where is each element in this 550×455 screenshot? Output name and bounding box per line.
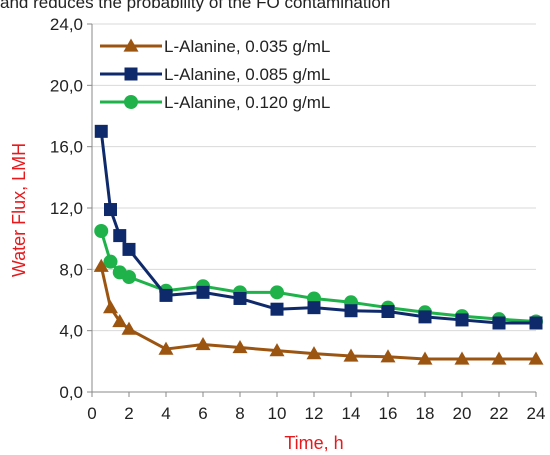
data-point-marker (112, 313, 128, 328)
x-tick-label: 20 (453, 404, 472, 423)
data-point-marker (344, 304, 358, 318)
data-point-marker (307, 301, 321, 315)
x-tick-label: 0 (87, 404, 96, 423)
legend-marker (124, 67, 138, 81)
data-point-marker (122, 270, 136, 284)
y-tick-label: 16,0 (50, 138, 83, 157)
data-point-marker (93, 258, 109, 272)
data-point-marker (491, 351, 507, 365)
y-tick-label: 4,0 (59, 322, 83, 341)
y-tick-label: 20,0 (50, 76, 83, 95)
x-tick-label: 16 (379, 404, 398, 423)
legend-label: L-Alanine, 0.085 g/mL (164, 65, 330, 84)
x-tick-label: 6 (198, 404, 207, 423)
y-tick-label: 8,0 (59, 260, 83, 279)
data-point-marker (122, 242, 136, 256)
y-tick-label: 0,0 (59, 383, 83, 402)
legend-marker (123, 38, 139, 52)
data-point-marker (417, 351, 433, 365)
x-tick-label: 18 (416, 404, 435, 423)
data-point-marker (159, 288, 173, 302)
legend-marker (124, 95, 138, 109)
legend-label: L-Alanine, 0.035 g/mL (164, 37, 330, 56)
y-tick-label: 24,0 (50, 15, 83, 34)
data-point-marker (104, 203, 117, 217)
series-circle (94, 224, 543, 329)
data-point-marker (233, 291, 247, 305)
data-point-marker (306, 346, 322, 360)
data-point-marker (380, 349, 396, 363)
x-tick-label: 10 (268, 404, 287, 423)
legend-item: L-Alanine, 0.085 g/mL (100, 65, 330, 84)
data-point-marker (454, 351, 470, 365)
y-axis-label: Water Flux, LMH (9, 143, 29, 277)
data-point-marker (158, 341, 174, 355)
data-point-marker (418, 310, 432, 324)
y-tick-label: 12,0 (50, 199, 83, 218)
x-tick-label: 14 (342, 404, 361, 423)
data-point-marker (381, 305, 395, 318)
data-point-marker (121, 321, 137, 335)
tick-labels: 0,04,08,012,016,020,024,00 2 4 6 8 10 12 14 16 18… (50, 15, 546, 423)
data-point-marker (195, 336, 211, 351)
x-tick-label: 12 (305, 404, 324, 423)
data-point-marker (94, 224, 109, 238)
legend: L-Alanine, 0.035 g/mL L-Alanine, 0.085 g/… (100, 37, 330, 112)
data-point-marker (103, 254, 118, 269)
x-tick-label: 4 (161, 404, 170, 423)
data-point-marker (113, 229, 127, 243)
header-fragment-text: and reduces the probability of the FO co… (0, 0, 391, 12)
data-point-marker (103, 300, 118, 314)
x-tick-label: 22 (490, 404, 509, 423)
data-point-marker (343, 348, 359, 362)
x-tick-label: 2 (124, 404, 133, 423)
x-tick-label: 8 (235, 404, 244, 423)
data-point-marker (529, 316, 543, 330)
data-point-marker (269, 343, 285, 357)
legend-label: L-Alanine, 0.120 g/mL (164, 93, 330, 112)
axes (87, 23, 537, 397)
x-tick-label: 24 (527, 404, 546, 423)
series-triangle (93, 258, 544, 365)
data-point-marker (270, 302, 284, 316)
legend-item: L-Alanine, 0.035 g/mL (100, 37, 330, 56)
data-point-marker (94, 124, 108, 138)
data-point-marker (270, 285, 284, 300)
data-point-marker (232, 340, 248, 354)
data-point-marker (492, 316, 506, 330)
legend-item: L-Alanine, 0.120 g/mL (100, 93, 330, 112)
data-point-marker (196, 285, 210, 299)
series-square (94, 124, 543, 330)
series-layer (93, 124, 544, 365)
x-axis-label: Time, h (284, 433, 343, 453)
data-point-marker (528, 351, 544, 365)
data-point-marker (455, 313, 469, 327)
